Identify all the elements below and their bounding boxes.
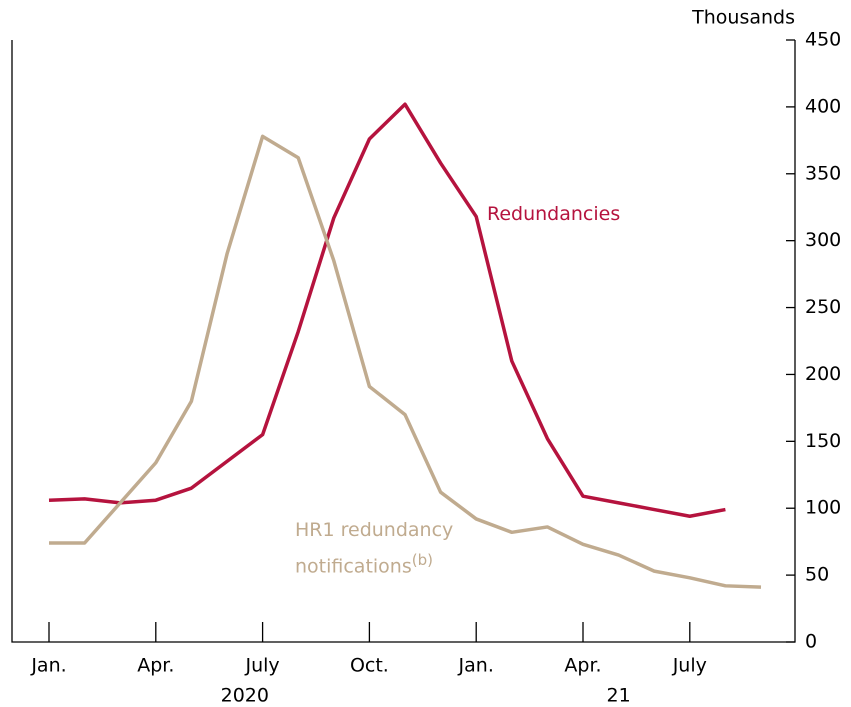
y-tick-label: 450 [805,29,841,51]
y-tick-label: 50 [805,564,829,586]
x-group-label: 21 [607,685,631,707]
x-group-label: 2020 [221,685,269,707]
series-line [48,102,726,518]
y-tick-label: 200 [805,363,841,385]
y-tick-label: 150 [805,430,841,452]
axis-frame [11,40,796,643]
x-tick-label: Oct. [350,655,389,677]
y-axis-label: Thousands [691,7,795,29]
x-tick-label: July [672,655,707,677]
y-tick-label: 300 [805,229,841,251]
y-tick-label: 250 [805,296,841,318]
series-name: Redundancies [487,203,621,225]
x-tick-label: Jan. [30,655,66,677]
x-tick-label: Apr. [564,655,601,677]
series-label: Redundancies [487,199,620,229]
x-tick-label: July [245,655,280,677]
series-label: HR1 redundancy notifications(b) [295,515,470,581]
y-tick-label: 0 [805,631,817,653]
series-name: HR1 redundancy notifications [295,519,454,578]
series-note: (b) [411,551,433,569]
x-tick-label: Jan. [458,655,494,677]
y-tick-label: 400 [805,95,841,117]
y-tick-label: 100 [805,497,841,519]
y-tick-label: 350 [805,162,841,184]
x-tick-label: Apr. [137,655,174,677]
series-line [49,134,762,589]
